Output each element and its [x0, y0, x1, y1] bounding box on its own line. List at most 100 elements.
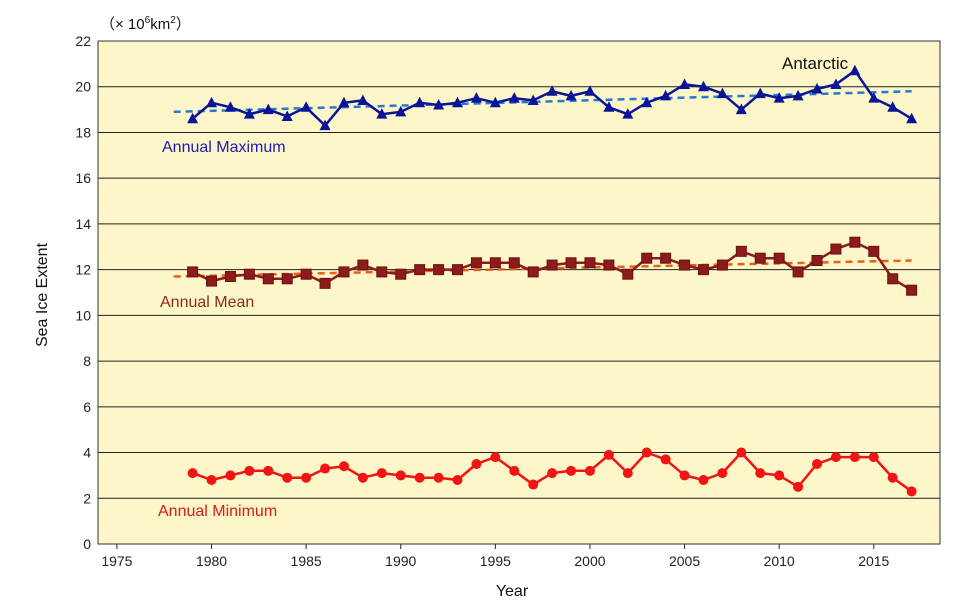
y-tick-label-0: 0	[83, 536, 91, 552]
point-max-1991	[414, 96, 426, 108]
x-tick-label-2015: 2015	[858, 553, 889, 569]
point-mean-1979	[187, 266, 199, 278]
y-tick-label-20: 20	[75, 79, 91, 95]
point-max-2016	[887, 101, 899, 112]
point-min-1988	[357, 472, 368, 483]
point-mean-1997	[527, 266, 539, 278]
point-min-1995	[490, 452, 501, 463]
point-mean-1983	[262, 273, 274, 285]
point-mean-1990	[395, 268, 407, 280]
point-mean-1980	[206, 275, 218, 287]
point-min-1989	[376, 468, 387, 479]
x-tick-label-2005: 2005	[669, 553, 700, 569]
x-tick-label-1975: 1975	[101, 553, 132, 569]
point-max-2007	[716, 87, 728, 99]
point-mean-1998	[546, 259, 558, 271]
point-mean-2007	[716, 259, 728, 271]
point-min-2015	[868, 452, 879, 463]
y-tick-label-10: 10	[75, 307, 91, 323]
point-max-1992	[433, 99, 445, 110]
point-max-2015	[868, 92, 880, 103]
axis-ticks: 0 2 4 6 8 10 12 14 16 18 20 22 1975 1980 1985 1990 1995 2…	[75, 33, 889, 569]
point-mean-1986	[319, 277, 331, 289]
point-max-1986	[319, 119, 331, 131]
point-min-1991	[414, 472, 425, 483]
trend-lines	[173, 90, 912, 278]
y-tick-label-4: 4	[83, 445, 91, 461]
x-tick-label-2000: 2000	[574, 553, 605, 569]
point-max-2006	[697, 80, 709, 92]
point-max-1989	[376, 108, 388, 119]
point-max-2011	[792, 89, 804, 101]
point-mean-1984	[281, 273, 293, 285]
point-mean-1999	[565, 257, 577, 269]
point-mean-1988	[357, 259, 369, 271]
point-mean-1989	[376, 266, 388, 278]
data-series	[187, 64, 918, 497]
point-min-1984	[282, 472, 293, 483]
antarctic-annotation: Antarctic	[782, 54, 849, 73]
point-mean-2012	[811, 254, 823, 266]
point-mean-1995	[489, 257, 501, 269]
point-max-1998	[546, 85, 558, 96]
point-max-1983	[262, 103, 274, 115]
point-min-1981	[225, 470, 236, 481]
point-mean-1992	[433, 264, 445, 276]
point-min-1987	[338, 461, 349, 472]
point-min-2014	[849, 452, 860, 463]
unit-label: （× 106km2）	[100, 15, 191, 33]
point-mean-2017	[906, 284, 918, 296]
point-min-2012	[812, 458, 823, 469]
point-min-1997	[528, 479, 539, 490]
point-max-2014	[849, 64, 861, 76]
point-min-2013	[830, 452, 841, 463]
point-max-1995	[489, 96, 501, 108]
gridlines	[98, 40, 940, 545]
point-mean-1982	[243, 268, 255, 280]
point-max-2002	[622, 108, 634, 119]
x-axis-title: Year	[496, 583, 529, 600]
point-min-2003	[641, 447, 652, 458]
point-min-2000	[584, 465, 595, 476]
x-tick-label-1995: 1995	[480, 553, 511, 569]
y-tick-label-12: 12	[75, 262, 91, 278]
plot-frame	[97, 40, 941, 545]
y-tick-label-14: 14	[75, 216, 91, 232]
point-max-2005	[679, 78, 691, 89]
y-tick-label-8: 8	[83, 353, 91, 369]
point-mean-1996	[508, 257, 520, 269]
point-max-2012	[811, 83, 823, 94]
point-mean-2014	[849, 236, 861, 248]
point-mean-2015	[868, 245, 880, 257]
series-label-annual-minimum: Annual Minimum	[158, 503, 277, 520]
point-min-2006	[698, 474, 709, 485]
series-min	[187, 447, 917, 497]
point-min-2009	[755, 468, 766, 479]
point-max-1996	[508, 92, 520, 103]
point-max-1988	[357, 94, 369, 105]
point-mean-2005	[679, 259, 691, 271]
y-tick-label-2: 2	[83, 490, 91, 506]
point-mean-2002	[622, 268, 634, 280]
point-min-1990	[395, 470, 406, 481]
point-min-2002	[622, 468, 633, 479]
point-mean-1994	[470, 257, 482, 269]
point-mean-1993	[452, 264, 464, 276]
point-min-2017	[906, 486, 917, 497]
point-max-1980	[206, 96, 218, 108]
point-max-2003	[641, 96, 653, 108]
point-mean-1981	[224, 270, 236, 282]
point-max-1979	[187, 112, 199, 124]
point-mean-2016	[887, 273, 899, 285]
point-max-2009	[754, 87, 766, 99]
point-mean-1987	[338, 266, 350, 278]
point-min-1985	[301, 472, 312, 483]
point-min-2007	[717, 468, 728, 479]
point-min-1992	[433, 472, 444, 483]
y-tick-label-16: 16	[75, 170, 91, 186]
point-mean-2009	[754, 252, 766, 264]
point-mean-2004	[660, 252, 672, 264]
point-max-1990	[395, 105, 407, 117]
point-min-2011	[793, 481, 804, 492]
point-min-2001	[603, 449, 614, 460]
